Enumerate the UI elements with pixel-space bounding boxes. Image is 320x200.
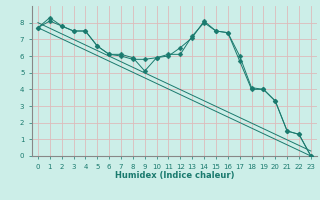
X-axis label: Humidex (Indice chaleur): Humidex (Indice chaleur): [115, 171, 234, 180]
